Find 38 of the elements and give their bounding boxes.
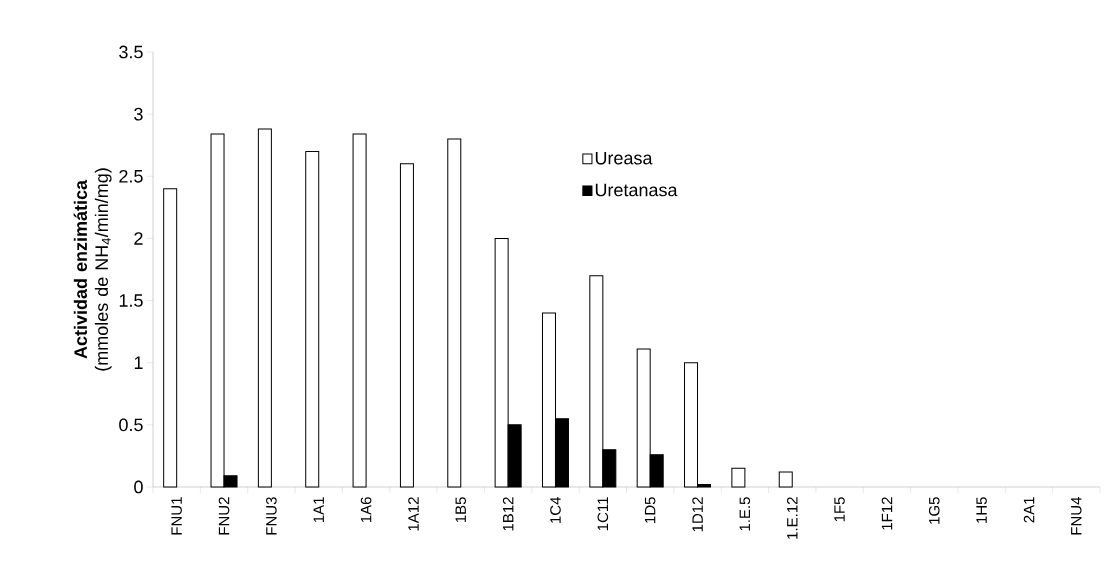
y-tick-label: 1: [134, 356, 143, 369]
x-tick-label: FNU4: [1071, 496, 1082, 535]
bar: [778, 471, 793, 488]
x-tick-label: 1D5: [644, 497, 656, 523]
x-tick-label: 1C11: [597, 497, 609, 531]
y-tick-label: 2.5: [119, 169, 143, 183]
x-tick-label: 1B5: [455, 497, 467, 523]
x-tick-label: 1C4: [550, 496, 561, 523]
bar: [257, 128, 272, 488]
x-tick-label: 2A1: [1023, 497, 1035, 523]
x-tick-label: 1A12: [408, 497, 419, 531]
x-tick-label: FNU3: [266, 497, 277, 535]
y-tick-label: 1.5: [119, 294, 143, 307]
x-tick-label: 1G5: [928, 497, 940, 524]
bar: [447, 138, 462, 488]
y-tick-label: 0.5: [119, 418, 143, 432]
legend-label: Uretanasa: [595, 183, 678, 197]
x-tick-label: 1A1: [313, 497, 324, 523]
bar: [731, 467, 746, 488]
bar: [163, 188, 178, 488]
x-tick-label: 1A6: [360, 497, 372, 523]
y-tick-label: 3: [134, 107, 143, 121]
x-tick-label: 1.E.12: [786, 497, 798, 539]
legend-label: Ureasa: [595, 151, 653, 165]
x-tick-label: 1.E.5: [739, 497, 751, 531]
y-tick-label: 0: [134, 480, 143, 494]
y-tick-label: 3.5: [119, 45, 143, 59]
x-tick-label: 1H5: [976, 497, 987, 523]
x-tick-label: 1F12: [881, 497, 893, 530]
y-tick-label: 2: [134, 232, 143, 245]
x-tick-label: FNU2: [218, 497, 230, 535]
x-tick-label: FNU1: [171, 497, 182, 535]
x-tick-label: 1F5: [834, 497, 845, 522]
x-tick-label: 1B12: [502, 497, 514, 531]
bar: [352, 133, 367, 488]
x-tick-label: 1D12: [692, 497, 703, 532]
bar: [399, 163, 414, 488]
bar: [305, 150, 320, 488]
